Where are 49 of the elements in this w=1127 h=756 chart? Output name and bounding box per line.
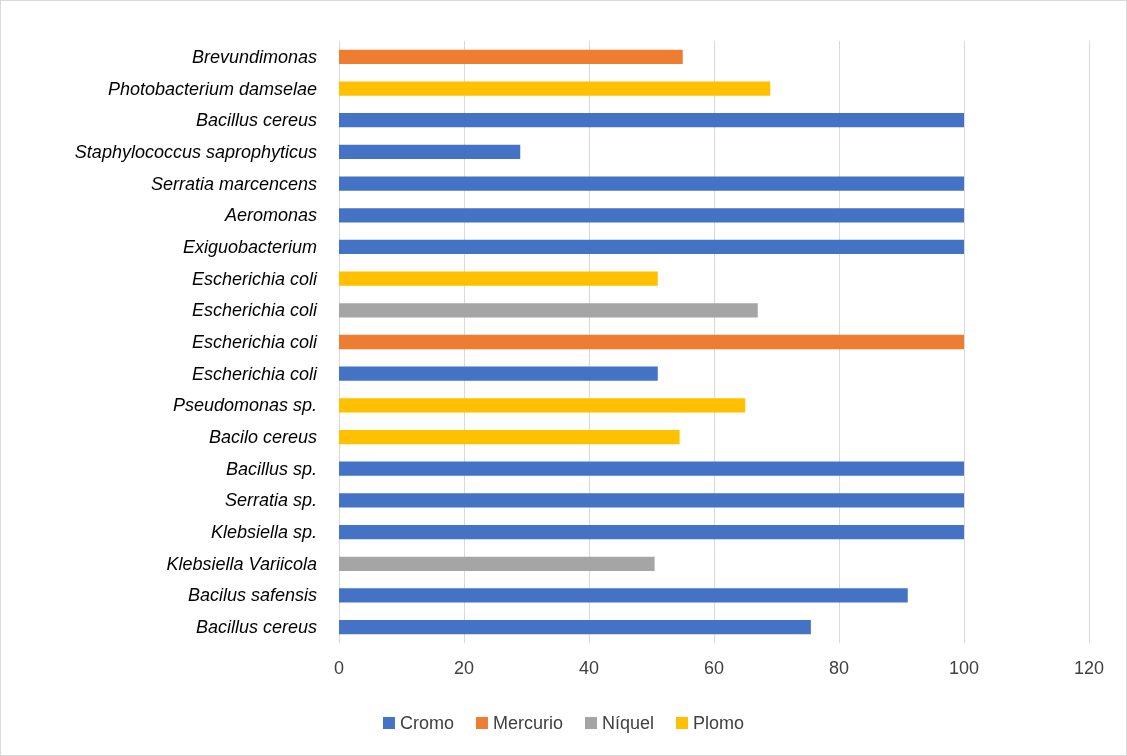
x-tick-label: 100 (948, 658, 980, 678)
bar (339, 113, 964, 128)
bar (339, 271, 658, 286)
y-tick-label: Bacilus safensis (187, 585, 317, 606)
x-tick-label: 120 (1073, 658, 1105, 678)
y-tick-label: Escherichia coli (191, 363, 318, 384)
bar (339, 144, 521, 160)
y-tick-label: Brevundimonas (191, 46, 317, 67)
y-tick-label: Staphylococcus saprophyticus (74, 141, 317, 162)
y-tick-label: Serratia sp. (224, 490, 317, 511)
bar (339, 239, 964, 255)
bar (339, 461, 964, 476)
bar (339, 493, 964, 508)
y-tick-label: Klebsiella sp. (210, 522, 317, 543)
bar (339, 429, 680, 445)
y-tick-label: Bacillus cereus (195, 110, 317, 131)
x-tick-label: 60 (703, 658, 725, 678)
y-tick-label: Bacillus sp. (225, 458, 317, 479)
bar (339, 208, 964, 223)
y-tick-label: Exiguobacterium (182, 236, 317, 257)
x-tick-label: 0 (333, 658, 345, 678)
y-tick-label: Escherichia coli (191, 332, 318, 352)
x-tick-label: 40 (578, 658, 600, 678)
y-tick-label: Escherichia coli (191, 268, 318, 289)
legend-label: Mercurio (492, 713, 563, 733)
bar (339, 366, 658, 381)
bar (339, 81, 771, 96)
y-tick-label: Aeromonas (223, 205, 317, 226)
y-tick-label: Escherichia coli (191, 300, 318, 321)
bar (339, 588, 908, 603)
bar (339, 303, 758, 318)
bar (339, 49, 683, 64)
bar (339, 176, 964, 191)
bar (339, 334, 964, 350)
y-tick-label: Bacilo cereus (208, 427, 317, 448)
x-tick-label: 80 (828, 658, 850, 678)
y-tick-label: Bacillus cereus (195, 617, 317, 638)
y-tick-label: Klebsiella Variicola (166, 553, 317, 574)
bar (339, 398, 746, 413)
legend-label: Níquel (601, 713, 655, 733)
legend-label: Plomo (693, 713, 745, 733)
y-tick-label: Pseudomonas sp. (172, 395, 317, 416)
y-tick-label: Serratia marcencens (150, 173, 317, 194)
bar (339, 620, 811, 635)
x-tick-label: 20 (453, 658, 475, 678)
bar (339, 524, 964, 540)
bar (339, 556, 655, 571)
legend-label: Cromo (399, 713, 454, 733)
y-tick-label: Photobacterium damselae (107, 78, 317, 99)
